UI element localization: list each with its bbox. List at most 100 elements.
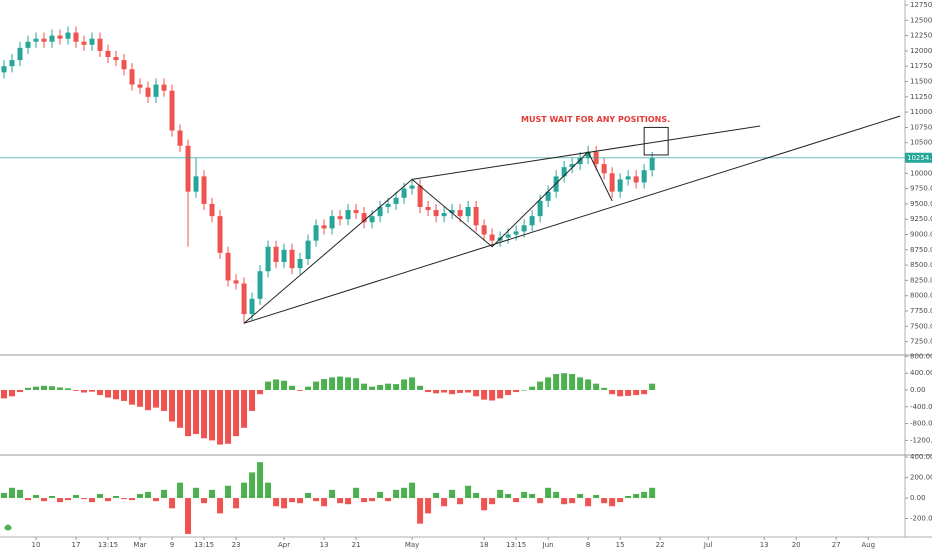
candle-body <box>217 216 223 253</box>
histogram-bar <box>649 383 656 390</box>
histogram-bar <box>217 498 224 514</box>
histogram-bar <box>201 498 208 504</box>
candle-body <box>153 84 159 97</box>
histogram-bar <box>81 498 88 500</box>
histogram-bar <box>153 389 160 408</box>
histogram-bar <box>481 389 488 400</box>
candle-body <box>569 164 575 168</box>
y-tick-label: 8250.00 <box>910 276 932 284</box>
histogram-bar <box>305 386 312 390</box>
candle-body <box>625 176 631 180</box>
histogram-bar <box>273 379 280 390</box>
candle-body <box>241 283 247 315</box>
histogram-bar <box>185 389 192 437</box>
histogram-bar <box>489 389 496 401</box>
histogram-bar <box>505 493 512 499</box>
x-tick-label: Jun <box>542 541 554 549</box>
candle-body <box>417 185 423 207</box>
histogram-bar <box>313 498 320 502</box>
y-tick-label: 7750.00 <box>910 307 932 315</box>
y-tick-label: 7500.00 <box>910 322 932 330</box>
candle-body <box>321 225 327 229</box>
y-tick-label: 11000.00 <box>910 108 932 116</box>
histogram-bar <box>273 498 280 507</box>
candle-body <box>473 206 479 226</box>
histogram-bar <box>561 498 568 505</box>
histogram-bar <box>193 389 200 435</box>
logo <box>4 524 12 531</box>
histogram-bar <box>505 389 512 396</box>
candle-body <box>385 203 391 207</box>
last-price-tag <box>905 152 932 163</box>
histogram-bar <box>89 498 96 503</box>
y-tick-label: 9000.00 <box>910 231 932 239</box>
histogram-bar <box>481 498 488 511</box>
candle-body <box>465 206 471 217</box>
histogram-bar <box>577 377 584 390</box>
y-tick-label: 400.00 <box>910 369 932 377</box>
candle-body <box>377 206 383 217</box>
histogram-bar <box>457 498 464 505</box>
histogram-bar <box>585 498 592 507</box>
candle-body <box>441 213 447 217</box>
histogram-bar <box>9 487 16 499</box>
x-tick-label: 9 <box>170 541 174 549</box>
candle-body <box>305 240 311 259</box>
candle-body <box>649 158 655 171</box>
candle-body <box>529 216 535 226</box>
histogram-bar <box>1 389 8 399</box>
histogram-bar <box>409 377 416 390</box>
histogram-bar <box>601 498 608 504</box>
histogram-bar <box>409 482 416 499</box>
histogram-bar <box>625 496 632 499</box>
histogram-bar <box>281 498 288 509</box>
x-tick-label: Apr <box>278 541 290 549</box>
histogram-bar <box>353 378 360 390</box>
candle-body <box>585 151 591 159</box>
candle-body <box>265 246 271 272</box>
histogram-bar <box>353 487 360 499</box>
histogram-bar <box>361 383 368 390</box>
histogram-bar <box>105 498 112 502</box>
candle-body <box>121 60 127 70</box>
histogram-bar <box>73 389 80 391</box>
histogram-bar <box>129 498 136 501</box>
y-tick-label: 11250.00 <box>910 93 932 101</box>
histogram-bar <box>385 383 392 390</box>
trend-line <box>243 115 901 324</box>
histogram-bar <box>513 498 520 503</box>
histogram-bar <box>617 498 624 503</box>
candle-body <box>401 188 407 198</box>
x-tick-label: 13 <box>320 541 329 549</box>
histogram-bar <box>81 389 88 393</box>
candle-body <box>489 234 495 241</box>
histogram-bar <box>209 389 216 441</box>
x-tick-label: 13:15 <box>506 541 526 549</box>
histogram-bar <box>609 389 616 395</box>
histogram-bar <box>105 389 112 398</box>
y-tick-label: -800.00 <box>910 420 932 428</box>
candle-body <box>617 179 623 192</box>
y-tick-label: 9750.00 <box>910 185 932 193</box>
histogram-bar <box>297 389 304 391</box>
histogram-bar <box>265 381 272 390</box>
histogram-bar <box>465 389 472 393</box>
histogram-bar <box>145 491 152 499</box>
y-tick-label: 200.00 <box>910 474 932 482</box>
x-tick-label: Aug <box>861 541 875 549</box>
histogram-bar <box>241 389 248 428</box>
histogram-bar <box>321 498 328 507</box>
histogram-bar <box>417 498 424 524</box>
highlight-box <box>643 126 669 156</box>
candle-body <box>185 145 191 192</box>
candle-body <box>369 216 375 223</box>
candle-body <box>169 90 175 131</box>
trend-line <box>243 151 613 324</box>
candle-body <box>393 197 399 204</box>
histogram-bar <box>441 389 448 393</box>
y-tick-label: -200.00 <box>910 515 932 523</box>
histogram-bar <box>345 377 352 390</box>
histogram-bar <box>329 489 336 499</box>
histogram-bar <box>369 386 376 390</box>
histogram-bar <box>633 389 640 396</box>
